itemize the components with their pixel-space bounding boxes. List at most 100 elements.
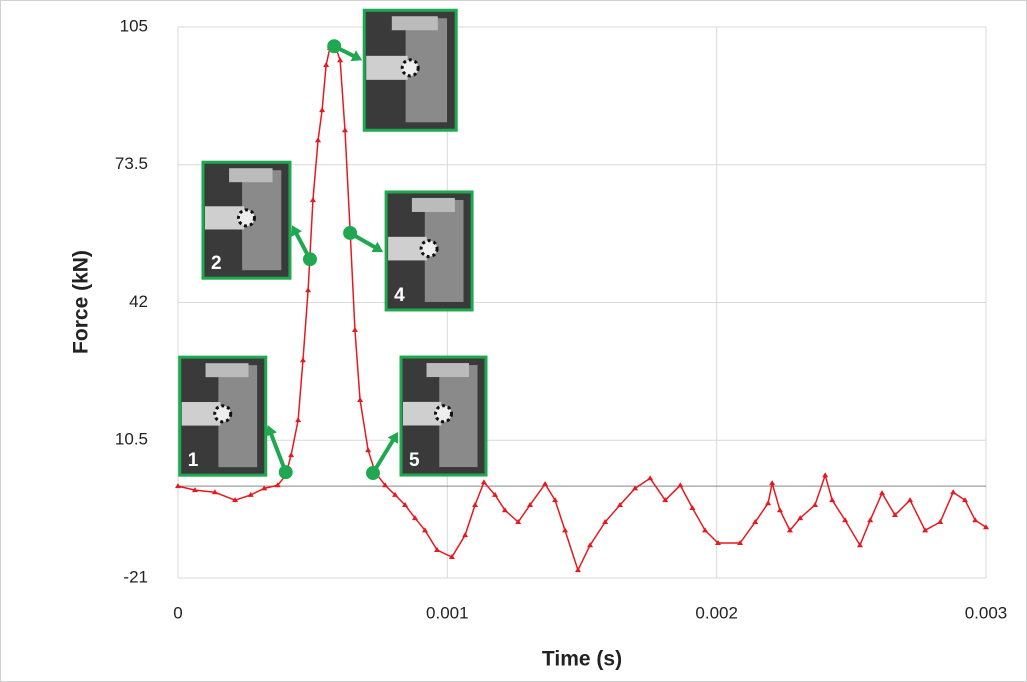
data-marker	[412, 515, 419, 521]
y-tick-label: 10.5	[115, 430, 148, 449]
arrow-head	[371, 241, 384, 253]
data-marker	[247, 491, 254, 497]
data-marker	[232, 497, 239, 503]
annotation: 2	[201, 160, 317, 280]
annotation-point	[302, 252, 317, 267]
x-tick-label: 0.001	[426, 603, 469, 622]
data-marker	[315, 137, 322, 143]
annotation-point	[278, 465, 293, 480]
y-tick-label: -21	[123, 567, 148, 586]
annotation: 1	[178, 355, 293, 480]
annotation-label: 5	[409, 450, 420, 471]
data-marker	[972, 517, 979, 523]
data-marker	[341, 127, 348, 133]
data-marker	[382, 482, 389, 488]
data-marker	[288, 452, 295, 458]
arrow-head	[291, 225, 302, 237]
data-marker	[907, 497, 914, 503]
y-tick-label: 105	[120, 16, 148, 35]
data-marker	[309, 197, 316, 203]
data-marker	[337, 57, 344, 63]
data-marker	[961, 497, 968, 503]
data-marker	[811, 501, 818, 507]
photo-bar	[388, 236, 427, 261]
data-marker	[856, 542, 863, 548]
annotation-label: 1	[188, 450, 199, 471]
data-marker	[191, 487, 198, 493]
x-tick-label: 0.002	[695, 603, 738, 622]
y-tick-label: 73.5	[115, 154, 148, 173]
photo-target	[400, 58, 420, 78]
data-marker	[175, 483, 181, 489]
data-marker	[983, 524, 989, 530]
data-marker	[715, 540, 722, 546]
data-marker	[392, 491, 399, 497]
data-marker	[842, 517, 849, 523]
data-marker	[462, 532, 469, 538]
photo-bar	[204, 206, 245, 230]
data-marker	[765, 500, 772, 506]
photo-target	[213, 404, 233, 424]
data-marker	[602, 519, 609, 525]
arrow-shaft	[268, 431, 288, 473]
data-marker	[552, 497, 559, 503]
annotation-point	[327, 39, 342, 54]
data-marker	[879, 490, 886, 496]
data-marker	[689, 505, 696, 511]
data-marker	[542, 480, 549, 486]
photo-top	[426, 363, 469, 378]
data-marker	[950, 489, 957, 495]
photo-top	[391, 16, 438, 31]
data-marker	[421, 527, 428, 533]
photo-target	[236, 208, 256, 228]
data-marker	[295, 417, 302, 423]
data-marker	[822, 472, 829, 478]
photo-top	[411, 197, 455, 212]
data-marker	[319, 107, 326, 113]
data-marker	[891, 512, 898, 518]
data-marker	[501, 507, 508, 513]
annotation	[327, 8, 458, 132]
data-marker	[829, 497, 836, 503]
annotation: 4	[343, 190, 474, 312]
data-marker	[274, 482, 281, 488]
data-marker	[662, 497, 669, 503]
data-marker	[261, 485, 268, 491]
data-marker	[448, 554, 455, 560]
annotation-point	[343, 225, 358, 240]
annotation-label: 4	[394, 285, 405, 306]
data-marker	[562, 527, 569, 533]
photo-top	[229, 168, 273, 183]
photo-bar	[181, 402, 221, 426]
data-marker	[587, 542, 594, 548]
arrow-head	[265, 425, 277, 437]
data-marker	[305, 287, 312, 293]
data-marker	[937, 519, 944, 525]
x-tick-label: 0.003	[965, 603, 1008, 622]
annotation-label: 2	[211, 253, 222, 274]
y-tick-label: 42	[129, 292, 148, 311]
data-marker	[472, 501, 479, 507]
photo-target	[433, 404, 453, 424]
data-marker	[786, 527, 793, 533]
data-marker	[480, 479, 487, 485]
data-marker	[797, 515, 804, 521]
data-marker	[351, 327, 358, 333]
data-marker	[776, 507, 783, 513]
data-marker	[434, 547, 441, 553]
data-marker	[867, 517, 874, 523]
x-axis-title: Time (s)	[542, 648, 622, 671]
data-marker	[647, 475, 654, 481]
data-marker	[402, 501, 409, 507]
data-marker	[211, 489, 218, 495]
data-marker	[769, 480, 776, 486]
data-marker	[632, 485, 639, 491]
y-axis-title: Force (kN)	[70, 250, 93, 354]
data-marker	[357, 397, 364, 403]
arrow-head	[387, 432, 398, 444]
data-marker	[737, 540, 744, 546]
annotation-point	[365, 466, 380, 481]
photo-top	[205, 363, 249, 378]
